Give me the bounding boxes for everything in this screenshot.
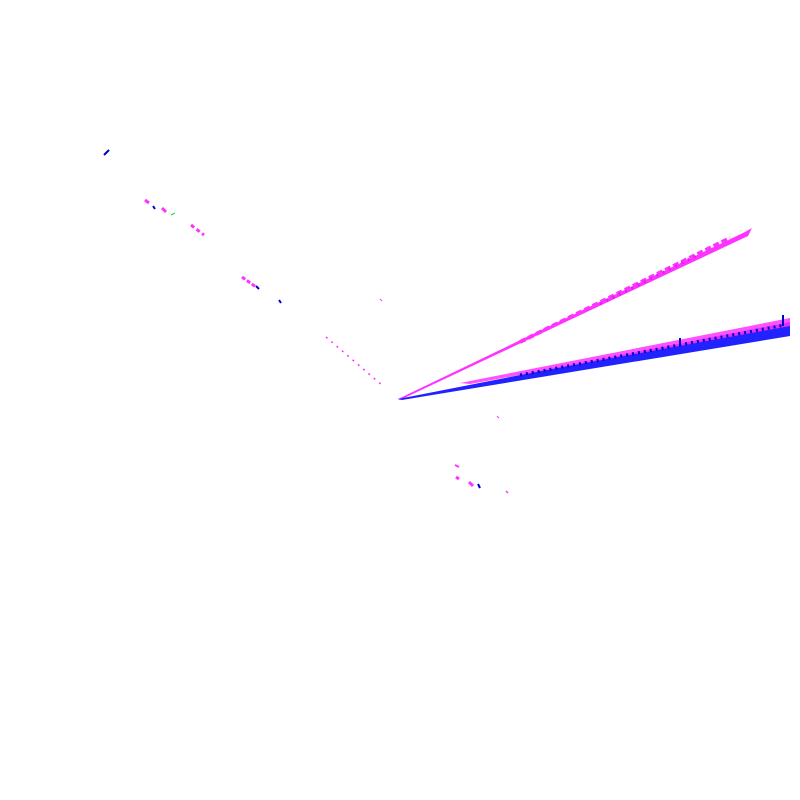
- wedge-edge: [460, 318, 790, 384]
- fragment: [379, 298, 383, 302]
- fragment: [152, 205, 156, 210]
- fragment: [467, 480, 475, 488]
- magenta-streak: [398, 228, 752, 400]
- streak-body: [398, 228, 752, 400]
- blue-wedge: [398, 315, 790, 400]
- fragment: [455, 475, 460, 481]
- fragment: [496, 415, 500, 419]
- fragment: [241, 275, 257, 289]
- fragment: [505, 490, 509, 494]
- fragment: [255, 285, 260, 290]
- fragment: [103, 149, 110, 156]
- fragment: [160, 206, 168, 214]
- fragment: [170, 212, 176, 216]
- fragment: [144, 198, 150, 205]
- fragment: [278, 299, 282, 304]
- fragments: [103, 149, 509, 494]
- fragment: [190, 223, 205, 237]
- fragment: [477, 483, 481, 489]
- fragment: [454, 464, 460, 468]
